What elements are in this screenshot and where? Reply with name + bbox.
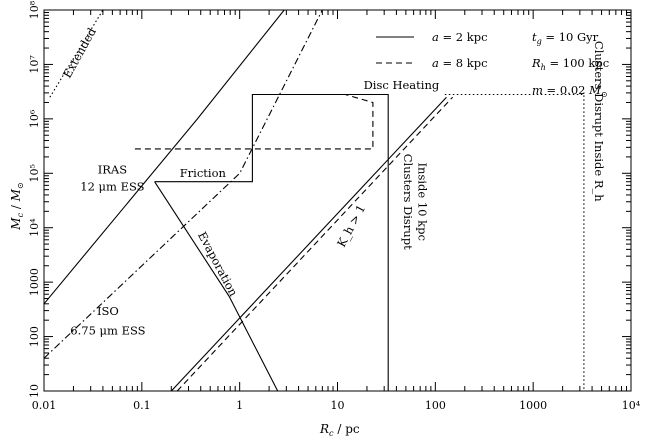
- series-line-4: [154, 93, 389, 391]
- y-tick-label: 10⁴: [28, 218, 41, 237]
- annotation-1: Extended: [60, 25, 99, 81]
- annotation-2: Disc Heating: [364, 78, 440, 92]
- parameters: tg = 10 Gyr Rh = 100 kpc m = 0.02 M⊙: [531, 30, 609, 99]
- x-tick-label: 0.1: [133, 399, 151, 412]
- series-line-1: [44, 10, 285, 305]
- series-line-6: [154, 181, 279, 391]
- y-tick-label: 10⁵: [28, 164, 41, 182]
- series-line-7: [170, 96, 447, 391]
- series-line-8: [176, 96, 454, 391]
- x-axis-label: Rc / pc: [319, 422, 360, 438]
- param-m: m = 0.02 M⊙: [532, 83, 608, 99]
- x-tick-label: 10: [331, 399, 345, 412]
- annotation-5: Friction: [180, 166, 227, 180]
- x-tick-label: 0.01: [32, 399, 57, 412]
- annotation-4: 12 μm ESS: [80, 180, 144, 194]
- y-tick-label: 10: [28, 384, 41, 398]
- annotation-11: Inside 10 kpc: [415, 162, 429, 240]
- annotation-8: 6.75 μm ESS: [70, 323, 145, 337]
- y-tick-label: 1000: [28, 268, 41, 296]
- legend-label-a8: a = 8 kpc: [432, 56, 488, 70]
- annotation-9: K_h > 1: [334, 202, 368, 249]
- annotation-3: IRAS: [98, 162, 128, 176]
- x-tick-label: 10⁴: [622, 399, 641, 412]
- annotation-6: Evaporation: [195, 229, 241, 299]
- series-line-2: [44, 10, 323, 359]
- legend: a = 2 kpc a = 8 kpc: [376, 30, 488, 70]
- param-rh: Rh = 100 kpc: [531, 56, 609, 72]
- annotation-12: Clusters Disrupt Inside R_h: [592, 41, 606, 202]
- x-tick-label: 1000: [519, 399, 547, 412]
- y-axis-label: Mc / M⊙: [9, 182, 25, 230]
- series-line-5: [134, 93, 374, 150]
- annotation-7: ISO: [97, 304, 119, 318]
- series-line-9: [444, 93, 585, 391]
- y-tick-label: 10⁷: [28, 55, 41, 74]
- x-tick-label: 1: [236, 399, 243, 412]
- x-tick-label: 100: [425, 399, 446, 412]
- legend-label-a2: a = 2 kpc: [432, 30, 488, 44]
- y-tick-label: 100: [28, 326, 41, 347]
- param-tg: tg = 10 Gyr: [532, 30, 599, 46]
- y-tick-label: 10⁶: [28, 109, 41, 128]
- annotation-10: Clusters Disrupt: [401, 154, 415, 250]
- y-tick-label: 10⁸: [28, 0, 41, 19]
- series-line-3: [49, 10, 104, 98]
